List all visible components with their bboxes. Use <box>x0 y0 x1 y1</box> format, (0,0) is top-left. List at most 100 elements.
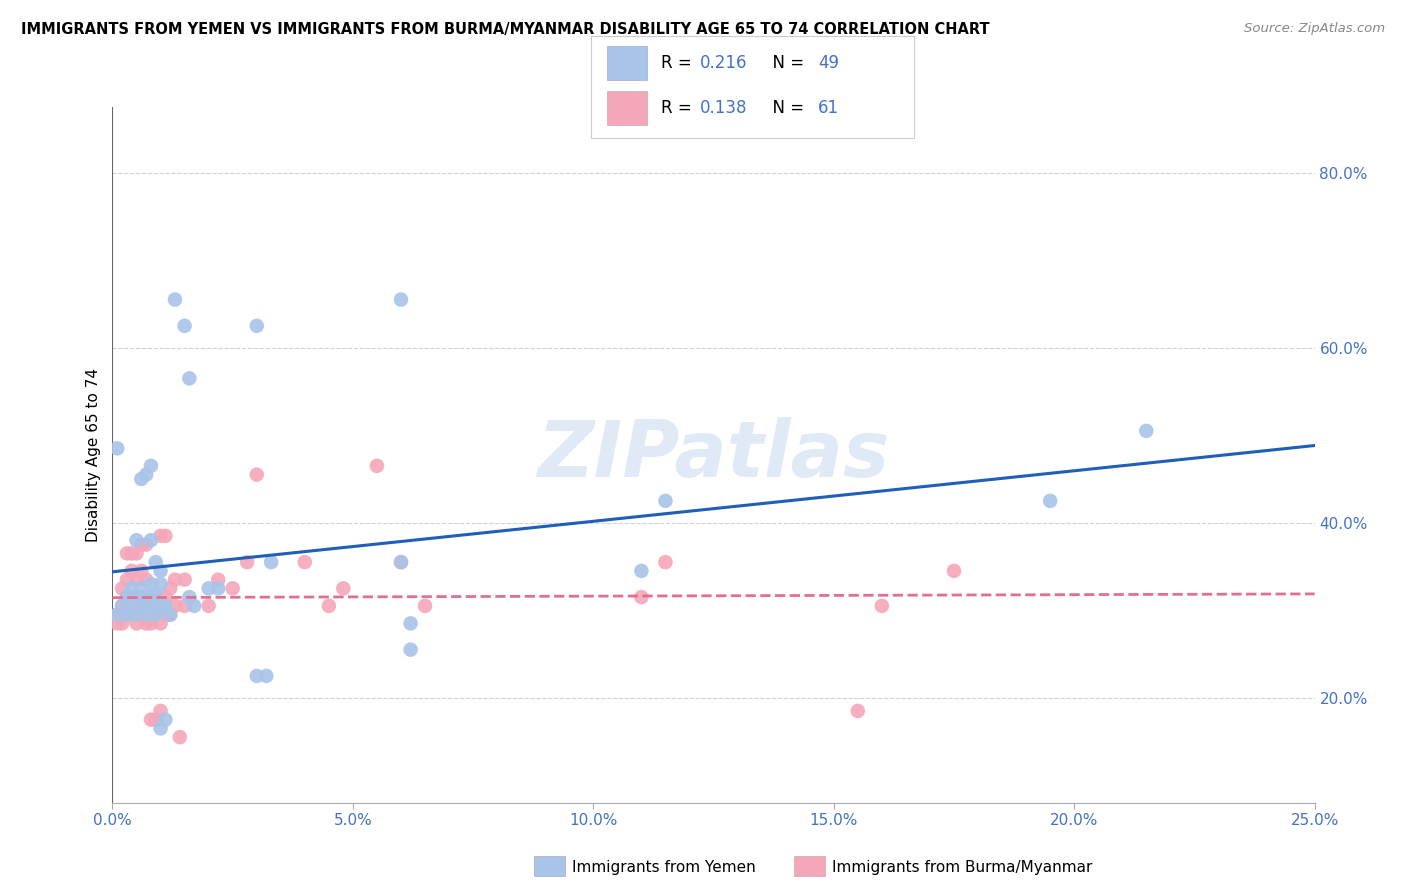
Text: IMMIGRANTS FROM YEMEN VS IMMIGRANTS FROM BURMA/MYANMAR DISABILITY AGE 65 TO 74 C: IMMIGRANTS FROM YEMEN VS IMMIGRANTS FROM… <box>21 22 990 37</box>
Text: R =: R = <box>661 54 697 72</box>
Point <box>654 494 676 508</box>
Point <box>105 616 128 631</box>
Text: 61: 61 <box>818 99 839 117</box>
Point <box>139 599 162 613</box>
Point <box>135 607 157 622</box>
Point <box>135 599 157 613</box>
Point <box>169 730 191 744</box>
Point <box>125 607 148 622</box>
Point <box>149 529 172 543</box>
Point <box>115 590 138 604</box>
Point <box>121 607 143 622</box>
Text: N =: N = <box>762 54 810 72</box>
Point <box>139 458 162 473</box>
Point <box>654 555 676 569</box>
Point <box>942 564 965 578</box>
Point <box>131 590 153 604</box>
Point <box>155 599 177 613</box>
Point <box>159 607 181 622</box>
Point <box>125 573 148 587</box>
Point <box>125 599 148 613</box>
Point <box>149 577 172 591</box>
Point <box>145 586 167 600</box>
Point <box>139 533 162 548</box>
Point <box>121 603 143 617</box>
Point <box>149 599 172 613</box>
Point <box>145 607 167 622</box>
Point <box>179 590 201 604</box>
Point <box>389 293 412 307</box>
Point <box>413 599 436 613</box>
Point <box>155 529 177 543</box>
Point <box>179 371 201 385</box>
Point <box>399 616 422 631</box>
Point <box>630 590 652 604</box>
Text: Immigrants from Burma/Myanmar: Immigrants from Burma/Myanmar <box>832 860 1092 874</box>
Point <box>155 713 177 727</box>
Point <box>332 582 354 596</box>
Y-axis label: Disability Age 65 to 74: Disability Age 65 to 74 <box>86 368 101 542</box>
Point <box>399 642 422 657</box>
Text: N =: N = <box>762 99 810 117</box>
Point <box>155 590 177 604</box>
Point <box>222 582 245 596</box>
Point <box>145 713 167 727</box>
Point <box>131 582 153 596</box>
Text: 0.216: 0.216 <box>700 54 748 72</box>
Point <box>135 467 157 482</box>
Point <box>173 573 195 587</box>
Point <box>236 555 259 569</box>
Point <box>246 669 269 683</box>
Point <box>163 293 186 307</box>
Point <box>115 607 138 622</box>
Point <box>366 458 388 473</box>
Point <box>115 607 138 622</box>
Point <box>155 607 177 622</box>
Point <box>115 546 138 560</box>
Point <box>207 573 229 587</box>
Text: R =: R = <box>661 99 697 117</box>
Point <box>135 616 157 631</box>
Point <box>163 599 186 613</box>
Point <box>125 533 148 548</box>
Point <box>105 442 128 456</box>
Point <box>260 555 283 569</box>
Point <box>125 590 148 604</box>
Point <box>139 577 162 591</box>
Point <box>105 607 128 622</box>
Point <box>389 555 412 569</box>
Point <box>125 616 148 631</box>
Point <box>246 467 269 482</box>
Point <box>145 555 167 569</box>
Point <box>318 599 340 613</box>
Point <box>139 590 162 604</box>
Text: ZIPatlas: ZIPatlas <box>537 417 890 493</box>
Point <box>149 722 172 736</box>
Text: Source: ZipAtlas.com: Source: ZipAtlas.com <box>1244 22 1385 36</box>
Point <box>183 599 205 613</box>
Point <box>139 616 162 631</box>
Point <box>135 590 157 604</box>
Point <box>125 546 148 560</box>
Point <box>121 590 143 604</box>
Point <box>111 599 134 613</box>
Point <box>197 599 219 613</box>
Point <box>149 599 172 613</box>
Point <box>246 318 269 333</box>
Point <box>163 573 186 587</box>
Point <box>173 599 195 613</box>
Point <box>131 564 153 578</box>
Point <box>159 582 181 596</box>
Point <box>149 616 172 631</box>
Point <box>121 582 143 596</box>
Point <box>139 713 162 727</box>
Point <box>111 582 134 596</box>
Point <box>131 538 153 552</box>
Point <box>115 590 138 604</box>
Point <box>159 607 181 622</box>
Point <box>173 318 195 333</box>
Point <box>121 564 143 578</box>
Point <box>1135 424 1157 438</box>
Point <box>111 599 134 613</box>
Point <box>135 538 157 552</box>
